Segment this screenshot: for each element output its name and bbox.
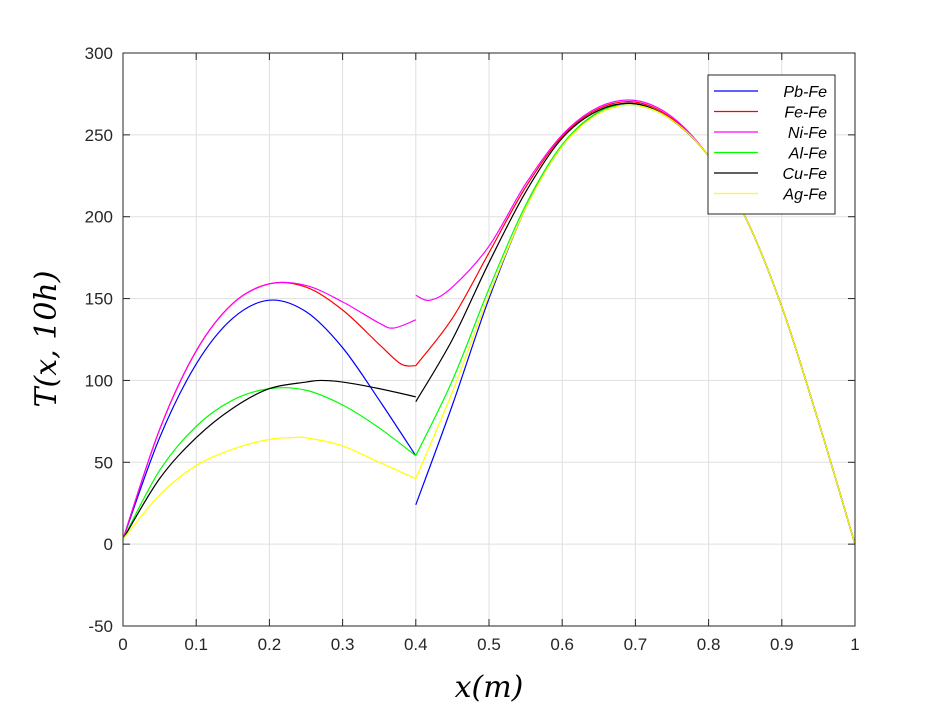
series-ag-fe	[122, 104, 856, 545]
series-line-ag-fe-segment-1	[122, 436, 417, 540]
x-tick-label: 0.6	[550, 635, 574, 654]
series-line-pb-fe-segment-1	[122, 299, 417, 540]
y-tick-label: 300	[85, 44, 113, 63]
x-tick-label: 0.1	[184, 635, 208, 654]
legend-label-ag-fe: Ag-Fe	[782, 187, 827, 204]
y-tick-label: 0	[104, 535, 113, 554]
legend-label-cu-fe: Cu-Fe	[783, 166, 828, 183]
y-axis-label: T(x, 10h)	[29, 271, 64, 408]
x-tick-label: 0.5	[477, 635, 501, 654]
x-tick-label: 0.3	[331, 635, 355, 654]
series-line-ni-fe-segment-1	[122, 281, 417, 540]
y-tick-label: -50	[88, 617, 113, 636]
x-axis-label: x(m)	[455, 670, 524, 705]
y-tick-label: 250	[85, 126, 113, 145]
legend: Pb-Fe Fe-Fe Ni-Fe Al-Fe Cu-Fe Ag-Fe	[707, 74, 836, 215]
y-tick-label: 100	[85, 371, 113, 390]
series-line-cu-fe-segment-1	[122, 379, 416, 540]
y-tick-label: 200	[85, 208, 113, 227]
x-tick-label: 0.9	[770, 635, 794, 654]
x-tick-label: 0	[118, 635, 127, 654]
axis-ticks: 0 0.1 0.2 0.3 0.4 0.5 0.6 0.7 0.8 0.9 1 -50 0 50 100 15…	[85, 44, 860, 654]
x-tick-label: 0.2	[258, 635, 282, 654]
x-tick-label: 0.8	[697, 635, 721, 654]
x-tick-label: 0.7	[624, 635, 648, 654]
legend-label-ni-fe: Ni-Fe	[788, 125, 827, 142]
y-tick-label: 50	[94, 453, 113, 472]
legend-label-al-fe: Al-Fe	[788, 146, 827, 163]
legend-label-fe-fe: Fe-Fe	[784, 105, 827, 122]
series-lines	[122, 99, 856, 545]
x-tick-label: 1	[850, 635, 859, 654]
x-tick-label: 0.4	[404, 635, 428, 654]
y-tick-label: 150	[85, 290, 113, 309]
legend-box	[707, 74, 836, 215]
series-line-ag-fe-segment-2	[415, 104, 856, 545]
legend-label-pb-fe: Pb-Fe	[783, 84, 827, 101]
